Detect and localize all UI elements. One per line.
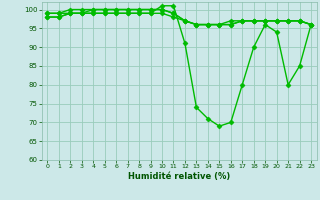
X-axis label: Humidité relative (%): Humidité relative (%) bbox=[128, 172, 230, 181]
